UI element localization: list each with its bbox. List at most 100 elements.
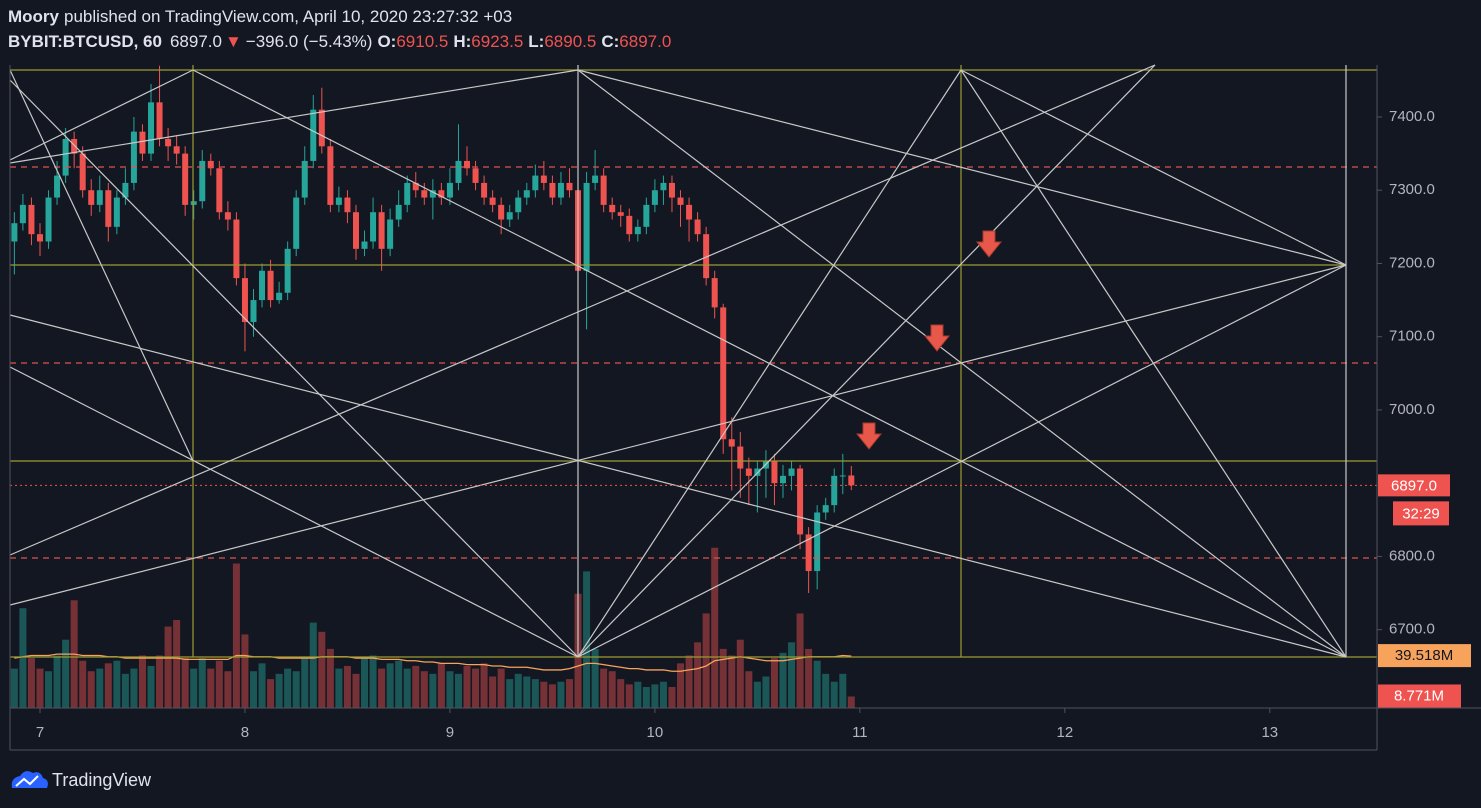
x-tick-label: 12 xyxy=(1056,724,1073,741)
y-tick-label: 7100.0 xyxy=(1389,328,1435,345)
volume-bar xyxy=(258,663,266,708)
countdown-box xyxy=(1393,501,1449,526)
volume-bar xyxy=(788,642,796,708)
volume-bar xyxy=(164,626,172,708)
candle-body xyxy=(711,278,718,308)
candle-body xyxy=(814,512,821,572)
candle-body xyxy=(583,182,590,271)
volume-bar xyxy=(805,648,813,708)
volume-bar xyxy=(813,660,821,708)
volume-bar xyxy=(361,658,369,708)
candle-body xyxy=(267,270,274,301)
volume-bar xyxy=(343,665,351,708)
volume-label-box xyxy=(1378,684,1461,709)
candle-body xyxy=(54,175,61,198)
x-tick-label: 7 xyxy=(36,724,44,741)
volume-bar xyxy=(762,676,770,708)
volume-bar xyxy=(378,668,386,708)
candle-body xyxy=(395,204,402,220)
volume-bar xyxy=(548,684,556,708)
volume-bar xyxy=(600,668,608,708)
volume-bar xyxy=(634,681,642,708)
volume-bar xyxy=(557,681,565,708)
volume-bar xyxy=(79,660,87,708)
volume-bar xyxy=(403,668,411,708)
candle-body xyxy=(455,160,462,183)
volume-bar xyxy=(770,658,778,708)
plot-area xyxy=(10,65,1377,708)
countdown: 32:29 xyxy=(1402,505,1440,522)
y-tick-label: 7000.0 xyxy=(1389,401,1435,418)
fan-line xyxy=(960,69,1347,658)
volume-bar xyxy=(796,613,804,708)
volume-bar xyxy=(565,679,573,708)
fan-line xyxy=(9,69,194,462)
down-arrow xyxy=(855,422,883,450)
x-tick-label: 11 xyxy=(852,724,868,741)
drawings xyxy=(9,64,1377,658)
volume-bar xyxy=(62,639,70,708)
candle-body xyxy=(412,182,419,191)
x-tick-label: 8 xyxy=(241,724,249,741)
logo-mark xyxy=(15,775,39,787)
candle-body xyxy=(472,168,479,183)
candle-body xyxy=(352,212,359,249)
candle-body xyxy=(438,190,445,198)
candle-body xyxy=(318,109,325,147)
candle-body xyxy=(335,197,342,205)
candle-body xyxy=(532,175,539,191)
candle-body xyxy=(515,197,522,213)
candle-body xyxy=(139,131,146,154)
h-label: H: xyxy=(453,32,471,51)
volume-bar xyxy=(745,671,753,708)
h: 6923.5 xyxy=(471,32,523,51)
candle-body xyxy=(429,190,436,198)
fan-line xyxy=(9,69,579,164)
volume-bar xyxy=(27,658,35,708)
volume-bar xyxy=(779,652,787,708)
volume-bar xyxy=(736,639,744,708)
y-tick-label: 7200.0 xyxy=(1389,254,1435,271)
candle-body xyxy=(797,468,804,535)
volume-bar xyxy=(224,671,232,708)
candle-body xyxy=(617,212,624,216)
volume-bar xyxy=(839,673,847,708)
volume-bar xyxy=(267,679,275,708)
candle-body xyxy=(686,204,693,220)
volume-bar xyxy=(395,660,403,708)
volume-bar xyxy=(446,671,454,708)
candle-body xyxy=(88,190,95,205)
candle-body xyxy=(600,175,607,205)
volume-bar xyxy=(514,673,522,708)
volume-bar xyxy=(45,671,53,708)
candle-body xyxy=(677,197,684,205)
candle-body xyxy=(122,182,129,198)
volume-bar xyxy=(352,673,360,708)
volume-bar xyxy=(711,547,719,708)
candle-body xyxy=(481,182,488,198)
volume-bar xyxy=(386,663,394,708)
last: 6897.0 xyxy=(170,32,222,51)
volume-bar xyxy=(719,648,727,708)
volume-bar xyxy=(121,673,129,708)
candle-body xyxy=(224,212,231,220)
volume-bar xyxy=(753,681,761,708)
candle-body xyxy=(310,109,317,161)
fan-line xyxy=(9,314,1347,658)
volume-bar xyxy=(173,620,181,708)
candle-body xyxy=(130,131,137,183)
volume-bar xyxy=(369,655,377,708)
volume-bar xyxy=(677,663,685,708)
candle-body xyxy=(36,234,43,242)
volume-bar xyxy=(523,676,531,708)
candle-body xyxy=(301,160,308,198)
fan-line xyxy=(9,64,1156,556)
candle-body xyxy=(703,234,710,279)
candle-body xyxy=(592,175,599,183)
volume-bar xyxy=(36,668,44,708)
fan-line xyxy=(9,69,194,161)
candle-body xyxy=(79,153,86,191)
candle-body xyxy=(566,182,573,191)
y-tick-label: 6700.0 xyxy=(1389,621,1435,638)
